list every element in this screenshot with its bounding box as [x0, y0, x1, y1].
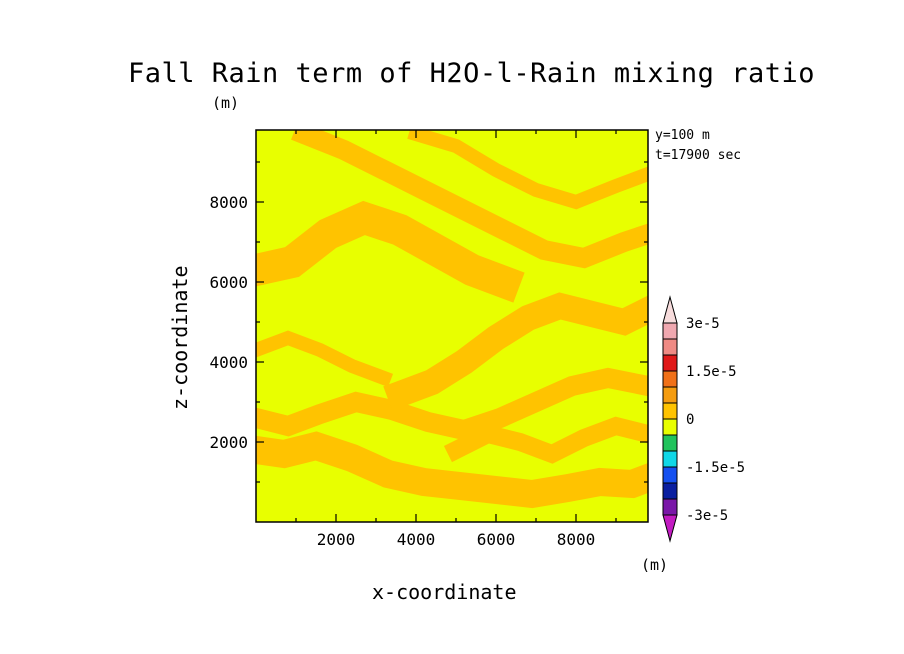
info-y-position: y=100 m [655, 128, 710, 143]
colorbar-segment [662, 498, 678, 516]
band-4 [256, 200, 525, 303]
colorbar-segment [662, 386, 678, 404]
colorbar-bottom-arrow [662, 514, 678, 543]
chart-title: Fall Rain term of H2O-l-Rain mixing rati… [128, 58, 815, 89]
band-2 [256, 367, 648, 441]
y-unit-label: (m) [212, 94, 240, 112]
colorbar-segment [662, 482, 678, 500]
band-8 [443, 416, 648, 464]
y-tick-label: 2000 [209, 433, 248, 452]
colorbar-segment [662, 434, 678, 452]
band-6 [407, 130, 648, 210]
x-ticks: 2000 4000 6000 8000 [295, 130, 617, 549]
band-1 [256, 431, 648, 509]
y-tick-label: 4000 [209, 353, 248, 372]
y-tick-label: 8000 [209, 193, 248, 212]
x-tick-label: 8000 [557, 530, 596, 549]
colorbar-label: 3e-5 [686, 316, 720, 332]
band-5 [291, 130, 648, 269]
y-tick-label: 6000 [209, 273, 248, 292]
colorbar-segment [662, 402, 678, 420]
plot-frame [255, 129, 649, 523]
colorbar-label: -1.5e-5 [686, 460, 745, 476]
colorbar: 3e-5 1.5e-5 0 -1.5e-5 -3e-5 [662, 295, 745, 543]
colorbar-segment [662, 322, 678, 340]
x-tick-label: 2000 [317, 530, 356, 549]
band-7 [256, 330, 394, 388]
colorbar-label: 1.5e-5 [686, 364, 737, 380]
colorbar-top-arrow [662, 295, 678, 324]
colorbar-segment [662, 418, 678, 436]
colorbar-segment [662, 354, 678, 372]
x-tick-label: 6000 [477, 530, 516, 549]
colorbar-segment [662, 338, 678, 356]
contour-bands [256, 130, 648, 509]
colorbar-segment [662, 466, 678, 484]
x-tick-label: 4000 [397, 530, 436, 549]
x-axis-label: x-coordinate [372, 580, 517, 604]
colorbar-segment [662, 450, 678, 468]
y-ticks: 2000 4000 6000 8000 [209, 161, 648, 483]
info-time: t=17900 sec [655, 148, 742, 163]
colorbar-label: -3e-5 [686, 508, 728, 524]
colorbar-label: 0 [686, 412, 694, 428]
colorbar-segment [662, 370, 678, 388]
band-3 [383, 292, 648, 411]
colorbar-unit-label: (m) [641, 556, 669, 574]
